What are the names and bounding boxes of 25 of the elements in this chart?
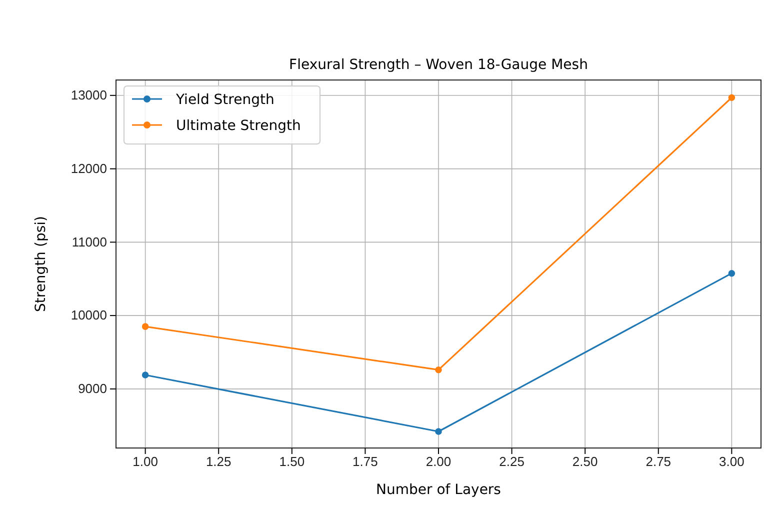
point [728, 94, 736, 101]
x-axis-title: Number of Layers [376, 482, 501, 498]
x-tick-label: 1.25 [206, 454, 232, 470]
chart-title: Flexural Strength – Woven 18-Gauge Mesh [289, 57, 588, 73]
y-tick-label: 13000 [70, 88, 107, 103]
point [435, 366, 442, 374]
legend-label: Ultimate Strength [176, 118, 301, 134]
x-tick-label: 1.75 [352, 454, 378, 470]
point [728, 270, 736, 277]
y-axis-title: Strength (psi) [33, 216, 49, 312]
y-tick-label: 11000 [72, 234, 107, 250]
x-tick-label: 2.00 [426, 454, 452, 470]
point [142, 372, 149, 378]
x-tick-label: 2.75 [646, 454, 672, 470]
point [435, 428, 442, 435]
y-tick-label: 10000 [70, 308, 107, 323]
x-tick-label: 1.50 [279, 454, 305, 470]
point [142, 323, 149, 330]
y-tick-label: 12000 [70, 160, 107, 176]
x-tick-label: 2.25 [499, 454, 524, 470]
x-tick-label: 3.00 [719, 454, 744, 470]
y-tick-label: 9000 [78, 381, 107, 396]
x-tick-label: 2.50 [572, 454, 598, 470]
x-tick-label: 1.00 [132, 454, 158, 470]
legend-label: Yield Strength [175, 92, 274, 108]
